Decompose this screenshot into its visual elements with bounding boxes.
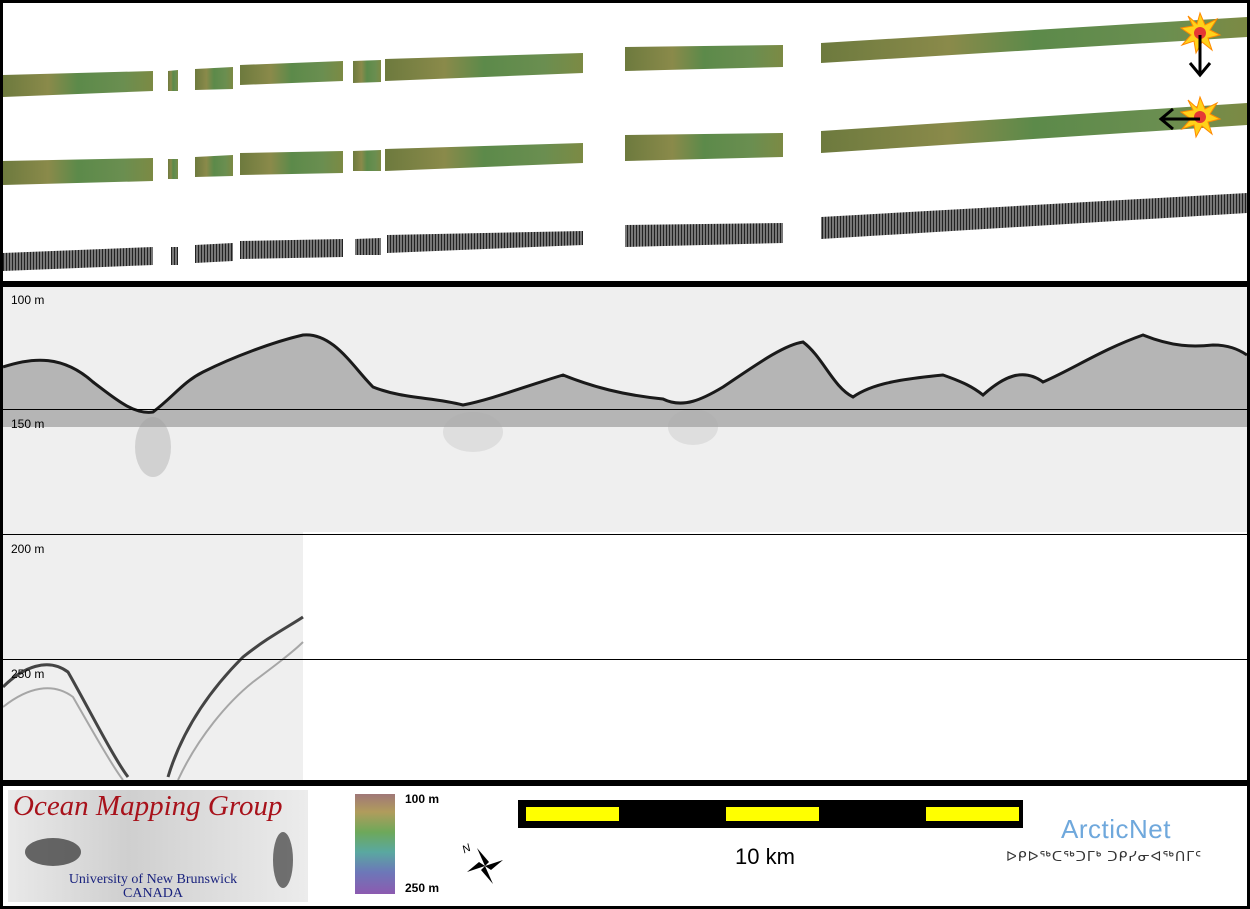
seabed-reflector-lower	[3, 615, 304, 778]
omg-logo-graphic	[25, 832, 293, 888]
arcticnet-logo-inuktitut: ᐅᑭᐅᖅᑕᖅᑐᒥᒃ ᑐᑭᓯᓂᐊᖅᑎᒥᑦ	[1006, 848, 1203, 864]
profile-panel: 100 m 150 m 200 m 250 m	[3, 287, 1247, 780]
depth-gridline	[3, 659, 1247, 660]
sun-burst-icon	[1179, 11, 1222, 55]
colorbar-max-label: 100 m	[405, 792, 440, 806]
north-arrow-icon: N	[460, 842, 503, 884]
arrow-left-icon	[1158, 107, 1200, 131]
omg-logo	[8, 790, 308, 902]
scale-bar-label: 10 km	[735, 844, 795, 869]
omg-logo-university: University of New Brunswick	[68, 872, 238, 887]
swath-row-color-1	[3, 17, 1247, 97]
depth-gridline	[3, 534, 1247, 535]
depth-colorbar	[355, 794, 395, 894]
scale-bar	[518, 800, 1023, 828]
depth-label-100: 100 m	[11, 293, 45, 307]
north-arrow-label: N	[460, 842, 472, 856]
omg-logo-title: Ocean Mapping Group	[13, 790, 283, 822]
depth-gridline	[3, 409, 1247, 410]
omg-logo-country: CANADA	[123, 886, 183, 901]
scale-bar-segment	[726, 807, 819, 821]
arcticnet-logo-name: ArcticNet	[1061, 814, 1171, 844]
swath-panel	[3, 3, 1247, 281]
depth-label-250: 250 m	[11, 667, 45, 681]
colorbar-min-label: 250 m	[405, 881, 440, 895]
swath-row-color-2	[3, 103, 1247, 185]
seabed-reflector-upper	[3, 334, 1247, 427]
scale-bar-segment	[926, 807, 1019, 821]
swath-row-backscatter	[3, 193, 1247, 271]
arrow-down-icon	[1188, 35, 1212, 78]
scale-bar-segment	[526, 807, 619, 821]
depth-label-200: 200 m	[11, 542, 45, 556]
swath-strips	[3, 11, 1247, 271]
depth-label-150: 150 m	[11, 417, 45, 431]
footer-panel: Ocean Mapping Group University of New Br…	[3, 786, 1247, 906]
